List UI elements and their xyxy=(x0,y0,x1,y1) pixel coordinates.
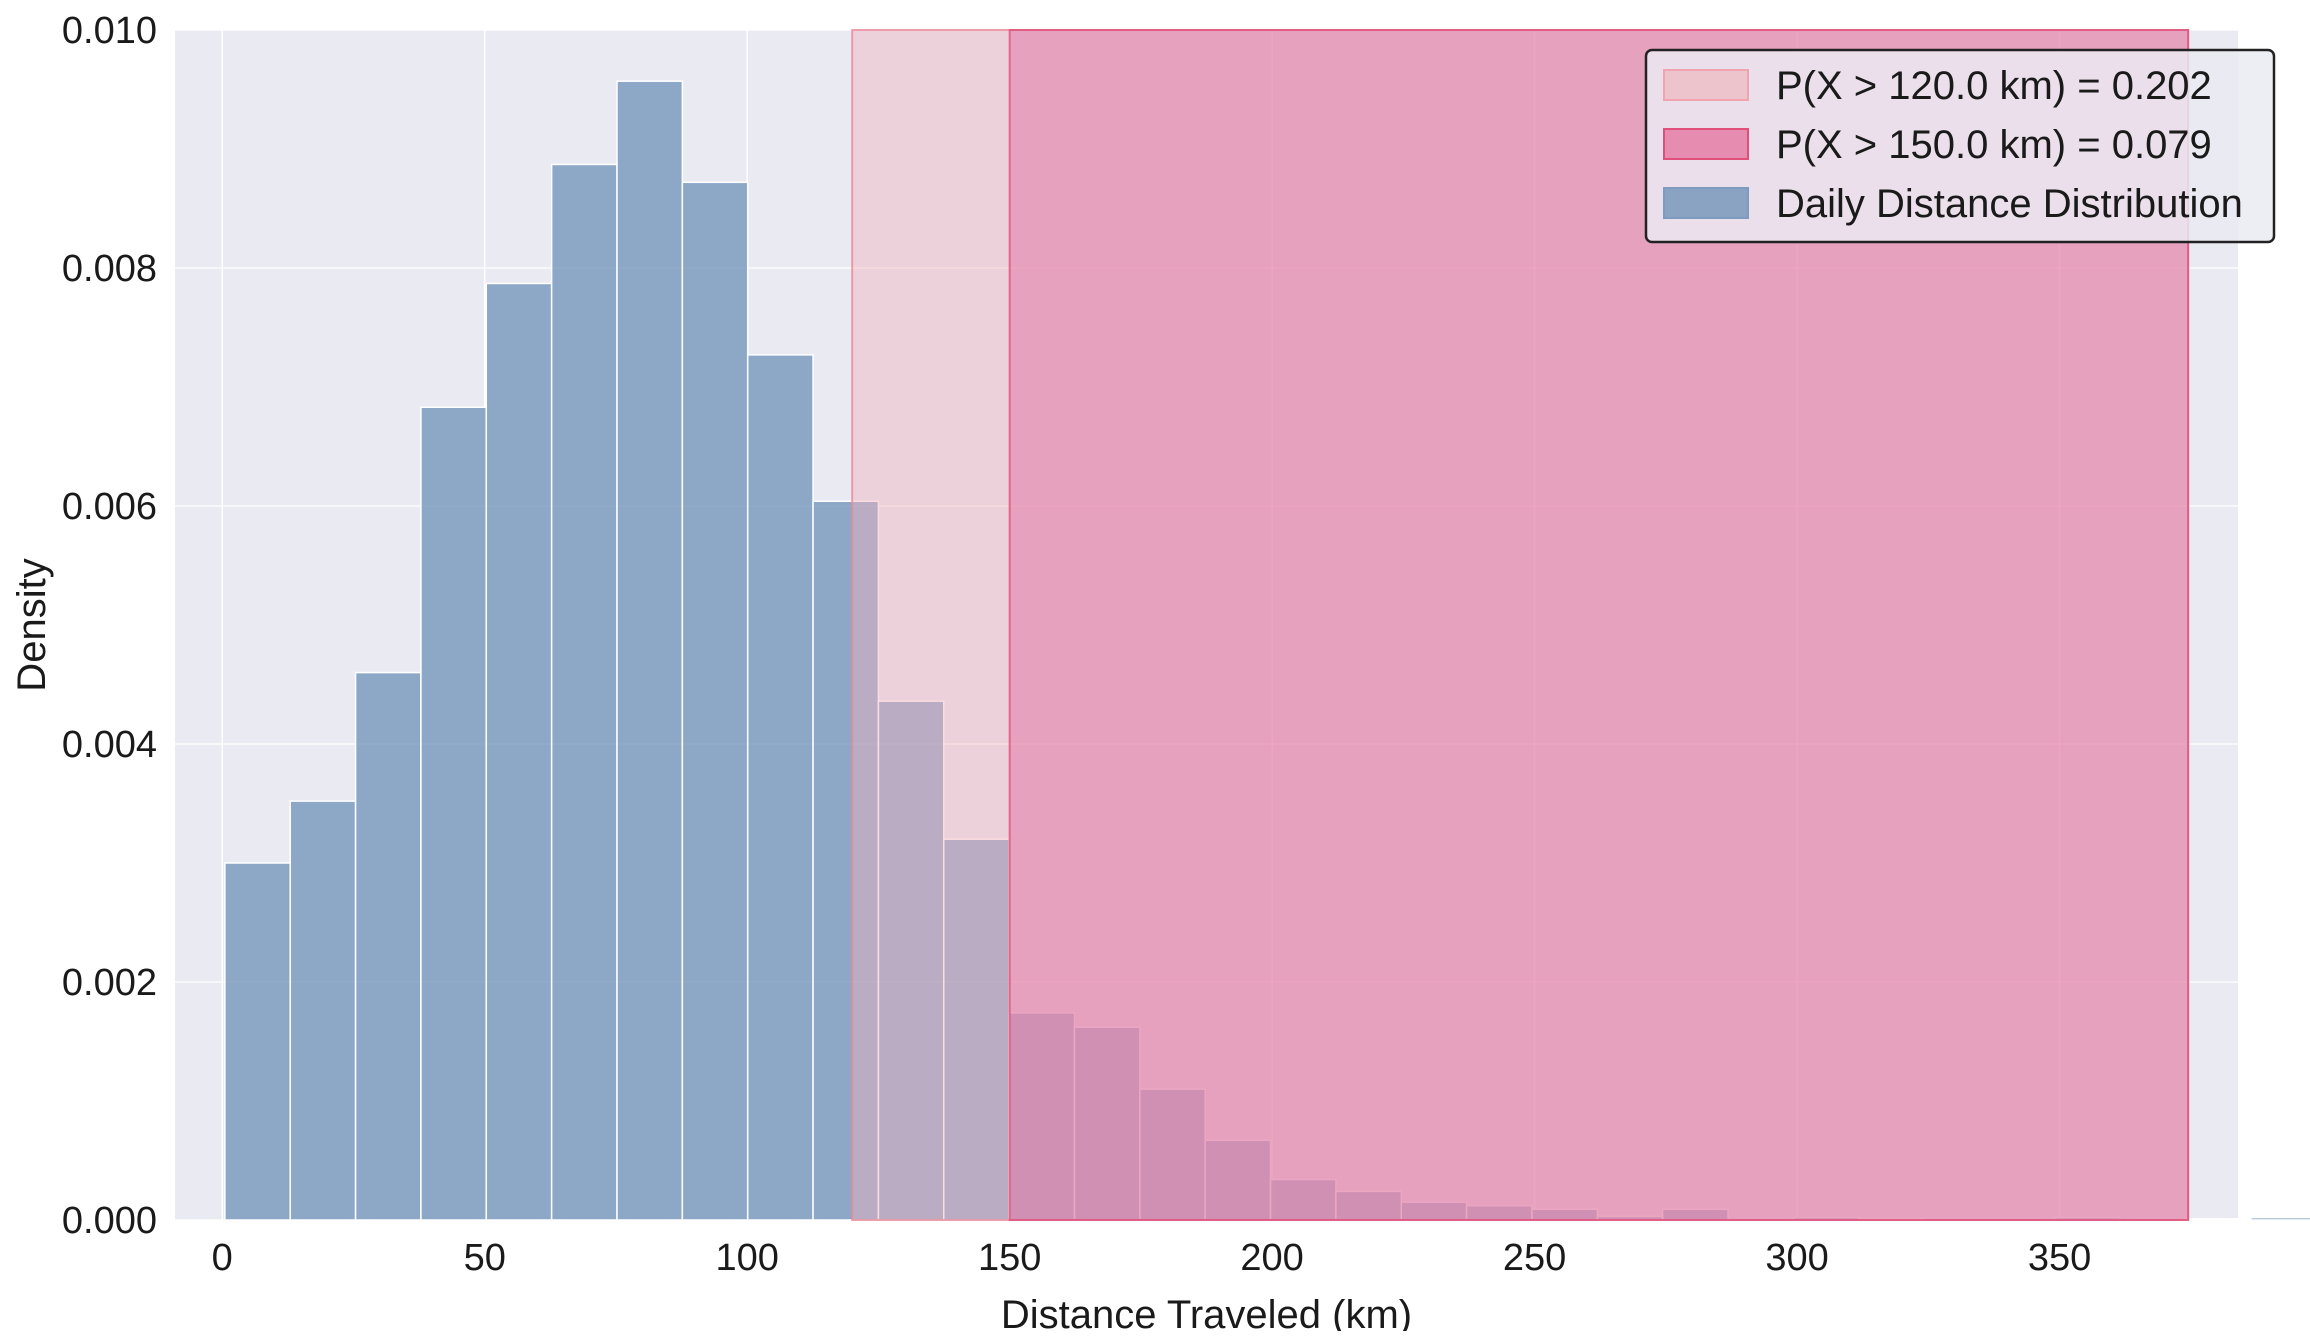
histogram-bar xyxy=(485,282,553,1221)
legend-swatch xyxy=(1663,187,1749,219)
x-tick-label: 350 xyxy=(2028,1237,2091,1279)
y-tick-label: 0.006 xyxy=(62,486,157,528)
legend-swatch xyxy=(1663,69,1749,101)
histogram-bar xyxy=(877,700,945,1221)
x-tick-label: 300 xyxy=(1765,1237,1828,1279)
x-tick-label: 50 xyxy=(464,1237,506,1279)
y-tick-label: 0.002 xyxy=(62,962,157,1004)
histogram-bar xyxy=(354,671,422,1221)
y-tick-label: 0.008 xyxy=(62,248,157,290)
y-tick-label: 0.004 xyxy=(62,724,157,766)
histogram-bar xyxy=(420,406,488,1221)
legend-label: P(X > 120.0 km) = 0.202 xyxy=(1776,64,2212,108)
histogram-bar xyxy=(550,163,618,1221)
x-tick-label: 250 xyxy=(1503,1237,1566,1279)
histogram-bar xyxy=(681,181,749,1221)
x-axis-label: Distance Traveled (km) xyxy=(1001,1293,1412,1331)
x-tick-label: 0 xyxy=(212,1237,233,1279)
legend-box xyxy=(1644,48,2276,244)
histogram-bar xyxy=(812,500,880,1221)
y-tick-label: 0.000 xyxy=(62,1200,157,1242)
x-tick-label: 150 xyxy=(978,1237,1041,1279)
histogram-bar xyxy=(2250,1216,2310,1221)
histogram-bar xyxy=(746,354,814,1221)
histogram-bar xyxy=(2184,1218,2252,1221)
x-tick-label: 200 xyxy=(1240,1237,1303,1279)
histogram-bar xyxy=(224,862,291,1221)
legend-label: P(X > 150.0 km) = 0.079 xyxy=(1776,123,2212,167)
legend-label: Daily Distance Distribution xyxy=(1776,182,2243,226)
y-axis-label: Density xyxy=(10,558,54,691)
y-tick-label: 0.010 xyxy=(62,10,157,52)
x-tick-label: 100 xyxy=(715,1237,778,1279)
legend-swatch xyxy=(1663,128,1749,160)
histogram-bar xyxy=(616,80,684,1221)
histogram-bar xyxy=(289,800,357,1221)
histogram-bar xyxy=(943,838,1010,1221)
